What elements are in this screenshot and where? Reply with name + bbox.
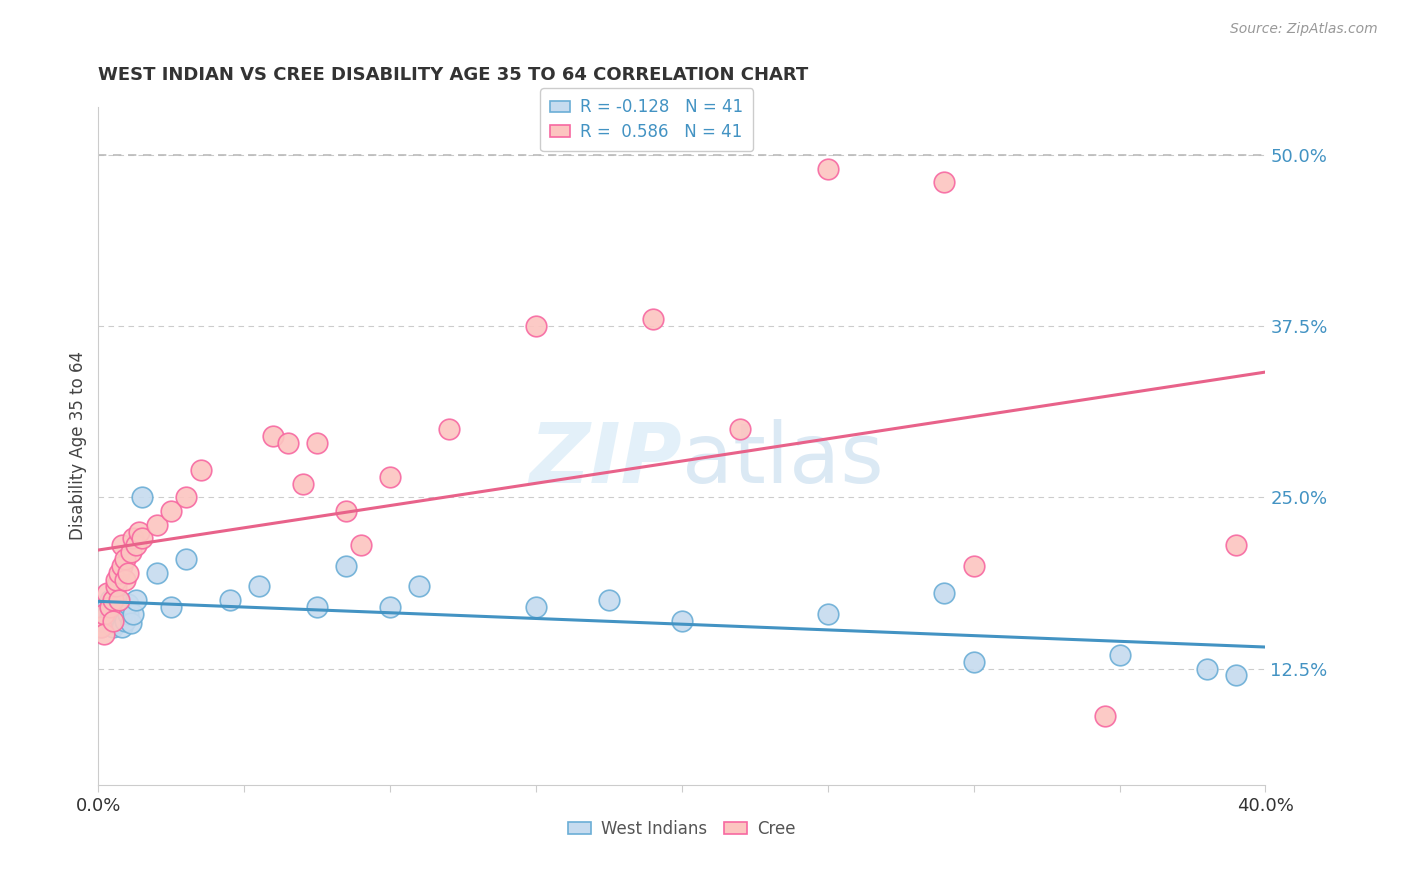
Point	[111, 558, 134, 573]
Point	[146, 566, 169, 580]
Point	[437, 422, 460, 436]
Point	[122, 607, 145, 621]
Point	[817, 161, 839, 176]
Point	[108, 614, 131, 628]
Point	[104, 616, 127, 631]
Point	[160, 504, 183, 518]
Point	[307, 599, 329, 614]
Point	[108, 593, 131, 607]
Point	[817, 607, 839, 621]
Point	[350, 538, 373, 552]
Point	[190, 463, 212, 477]
Point	[101, 620, 124, 634]
Point	[934, 175, 956, 189]
Point	[730, 422, 752, 436]
Point	[93, 607, 115, 621]
Point	[174, 491, 197, 505]
Point	[277, 435, 299, 450]
Point	[96, 599, 118, 614]
Point	[120, 545, 142, 559]
Point	[307, 435, 329, 450]
Y-axis label: Disability Age 35 to 64: Disability Age 35 to 64	[69, 351, 87, 541]
Point	[101, 593, 124, 607]
Point	[111, 607, 134, 621]
Point	[114, 552, 136, 566]
Point	[146, 517, 169, 532]
Point	[114, 614, 136, 628]
Point	[291, 476, 314, 491]
Point	[524, 599, 547, 614]
Point	[108, 566, 131, 580]
Point	[93, 614, 115, 628]
Point	[131, 491, 153, 505]
Point	[408, 579, 430, 593]
Point	[335, 504, 357, 518]
Point	[262, 428, 284, 442]
Text: Source: ZipAtlas.com: Source: ZipAtlas.com	[1230, 22, 1378, 37]
Point	[380, 599, 402, 614]
Point	[90, 620, 112, 634]
Point	[671, 614, 693, 628]
Point	[174, 552, 197, 566]
Point	[104, 573, 127, 587]
Point	[524, 319, 547, 334]
Point	[114, 573, 136, 587]
Point	[641, 312, 664, 326]
Point	[101, 602, 124, 616]
Point	[218, 593, 240, 607]
Point	[1225, 668, 1247, 682]
Point	[98, 599, 121, 614]
Text: ZIP: ZIP	[529, 419, 682, 500]
Point	[120, 616, 142, 631]
Point	[934, 586, 956, 600]
Point	[128, 524, 150, 539]
Point	[101, 614, 124, 628]
Point	[335, 558, 357, 573]
Point	[98, 593, 121, 607]
Point	[104, 579, 127, 593]
Point	[247, 579, 270, 593]
Point	[117, 566, 139, 580]
Point	[108, 597, 131, 611]
Point	[1094, 709, 1116, 723]
Point	[117, 597, 139, 611]
Point	[96, 586, 118, 600]
Point	[98, 611, 121, 625]
Point	[114, 602, 136, 616]
Point	[125, 538, 148, 552]
Point	[96, 607, 118, 621]
Point	[125, 593, 148, 607]
Point	[962, 558, 984, 573]
Point	[1108, 648, 1130, 662]
Point	[93, 627, 115, 641]
Point	[111, 620, 134, 634]
Point	[160, 599, 183, 614]
Point	[117, 607, 139, 621]
Point	[122, 532, 145, 546]
Point	[962, 655, 984, 669]
Point	[111, 538, 134, 552]
Point	[1225, 538, 1247, 552]
Point	[131, 532, 153, 546]
Point	[1195, 661, 1218, 675]
Point	[90, 620, 112, 634]
Point	[380, 470, 402, 484]
Point	[104, 609, 127, 624]
Text: atlas: atlas	[682, 419, 883, 500]
Text: WEST INDIAN VS CREE DISABILITY AGE 35 TO 64 CORRELATION CHART: WEST INDIAN VS CREE DISABILITY AGE 35 TO…	[98, 66, 808, 85]
Legend: West Indians, Cree: West Indians, Cree	[561, 814, 803, 845]
Point	[598, 593, 620, 607]
Point	[90, 614, 112, 628]
